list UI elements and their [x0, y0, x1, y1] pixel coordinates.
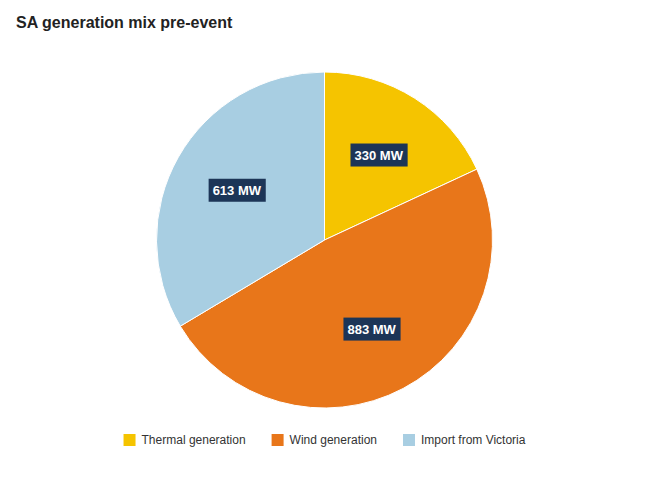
data-label: 613 MW	[209, 179, 266, 202]
data-label-box	[343, 318, 400, 341]
pie	[157, 72, 493, 408]
legend-label: Thermal generation	[142, 433, 246, 447]
legend-swatch	[124, 434, 136, 446]
legend-label: Wind generation	[290, 433, 377, 447]
data-label-box	[209, 179, 266, 202]
legend-swatch	[272, 434, 284, 446]
data-label-text: 330 MW	[355, 148, 404, 163]
data-labels: 330 MW 883 MW 613 MW	[209, 144, 408, 341]
legend-item: Wind generation	[272, 433, 377, 447]
title: SA generation mix pre-event	[16, 14, 233, 31]
chart: SA generation mix pre-event 330 MW 883 MW 6…	[0, 0, 649, 488]
data-label-box	[351, 144, 408, 167]
legend-item: Import from Victoria	[403, 433, 526, 447]
legend-item: Thermal generation	[124, 433, 246, 447]
legend: Thermal generation Wind generation Import …	[124, 433, 526, 447]
data-label: 330 MW	[351, 144, 408, 167]
data-label-text: 613 MW	[213, 183, 262, 198]
legend-swatch	[403, 434, 415, 446]
data-label-text: 883 MW	[347, 322, 396, 337]
pie-slice	[157, 72, 325, 326]
data-label: 883 MW	[343, 318, 400, 341]
legend-label: Import from Victoria	[421, 433, 526, 447]
